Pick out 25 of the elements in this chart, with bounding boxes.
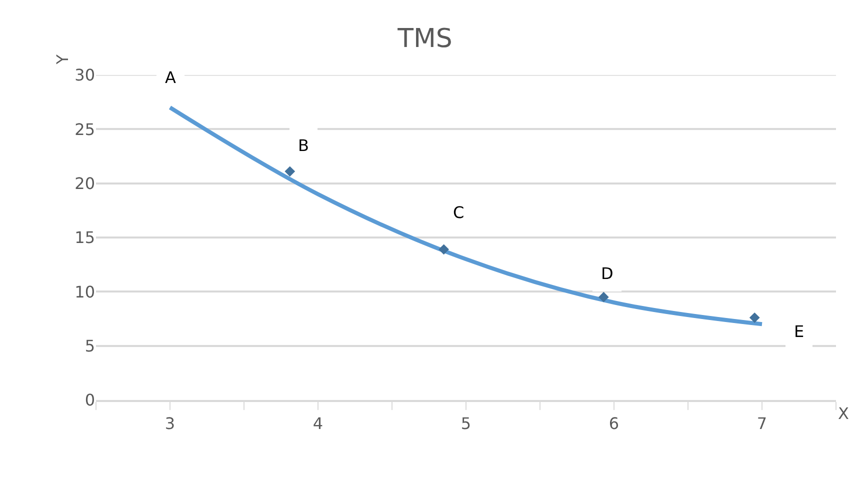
- annotation: B: [298, 136, 309, 155]
- x-tick-label: 3: [164, 414, 176, 433]
- point: [598, 292, 609, 302]
- x-tick-label: 7: [756, 414, 768, 433]
- y-tick-label: 25: [74, 120, 95, 139]
- y-tick-label: 15: [74, 228, 95, 248]
- x-tick-label: 4: [312, 414, 324, 433]
- annotation: A: [165, 68, 176, 87]
- y-tick-label: 20: [74, 174, 95, 193]
- annotation: E: [794, 322, 804, 341]
- y-tick-label: 0: [84, 390, 95, 410]
- line-series: [168, 106, 764, 326]
- chart-title: TMS: [396, 24, 452, 54]
- point: [284, 166, 296, 177]
- y-axis-title: Y: [53, 54, 72, 66]
- annotation: C: [453, 203, 464, 222]
- point: [438, 244, 449, 255]
- y-tick-label: 30: [74, 66, 95, 85]
- point: [749, 312, 760, 323]
- x-tick-label: 6: [608, 414, 620, 433]
- x-axis-title: X: [838, 404, 849, 423]
- y-tick-label: 10: [74, 282, 95, 302]
- y-tick-label: 5: [84, 336, 95, 356]
- annotation: D: [601, 264, 614, 283]
- x-tick-label: 5: [460, 414, 472, 433]
